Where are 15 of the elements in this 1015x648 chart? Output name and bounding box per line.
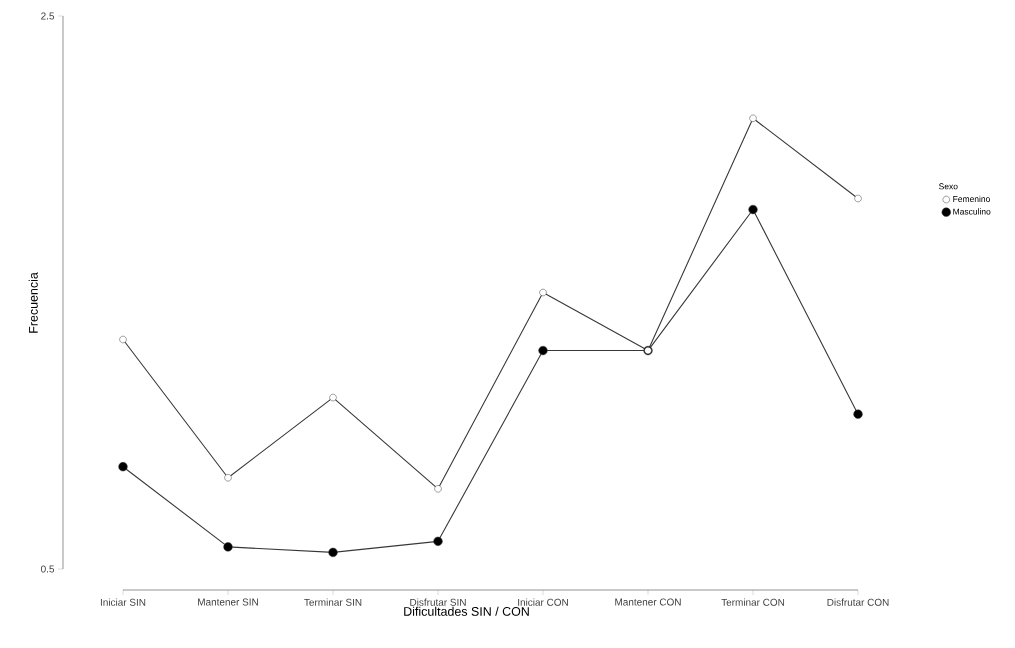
x-tick-label: Terminar CON xyxy=(721,598,785,606)
x-tick-label: Disfrutar SIN xyxy=(410,598,466,606)
x-tick-label: Iniciar SIN xyxy=(100,598,146,606)
x-tick-label: Terminar SIN xyxy=(304,598,362,606)
legend-label: Masculino xyxy=(953,208,991,215)
x-axis-title: Dificultades SIN / CON xyxy=(404,606,529,616)
x-tick-label: Iniciar CON xyxy=(518,598,568,606)
x-tick-label: Disfrutar CON xyxy=(827,598,889,606)
x-tick-label: Mantener CON xyxy=(615,598,681,606)
legend-title: Sexo xyxy=(939,183,958,190)
y-tick-label: 0.5 xyxy=(41,565,55,573)
x-tick-label: Mantener SIN xyxy=(198,598,258,606)
y-axis-title: Frecuencia xyxy=(28,272,38,333)
y-tick-label: 2.5 xyxy=(41,12,55,20)
legend-label: Femenino xyxy=(953,195,990,202)
